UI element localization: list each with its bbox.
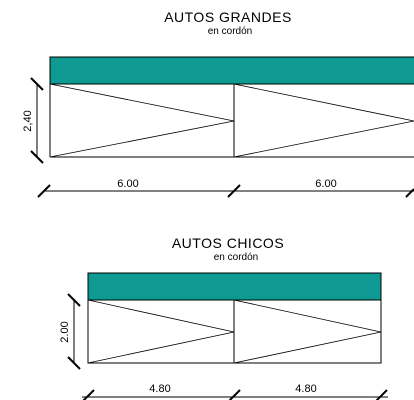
width-dimension-chicos: 4.80 4.80 <box>82 383 388 400</box>
section-title-grandes: AUTOS GRANDES <box>164 9 292 25</box>
stall-triangle-2 <box>233 299 382 364</box>
parking-row-grandes <box>49 83 414 158</box>
depth-dimension-chicos: 2.00 <box>59 293 81 370</box>
section-title-chicos: AUTOS CHICOS <box>172 235 284 251</box>
section-subtitle-grandes: en cordón <box>208 26 252 37</box>
stall-triangle-2 <box>233 83 414 158</box>
parking-row-chicos <box>87 299 382 364</box>
stall-triangle-1 <box>49 83 235 158</box>
depth-dimension-grandes: 2,40 <box>22 77 44 164</box>
curb-band-grandes <box>49 56 414 85</box>
stall-triangle-1 <box>87 299 235 364</box>
curb-band-chicos <box>87 272 382 301</box>
width-label-grandes-1: 6.00 <box>117 178 138 190</box>
depth-label-grandes: 2,40 <box>22 110 34 131</box>
width-label-chicos-1: 4.80 <box>149 383 170 395</box>
section-subtitle-chicos: en cordón <box>214 252 258 263</box>
width-label-chicos-2: 4.80 <box>295 383 316 395</box>
width-label-grandes-2: 6.00 <box>315 178 336 190</box>
width-dimension-grandes: 6.00 6.00 <box>37 178 414 198</box>
depth-label-chicos: 2.00 <box>59 321 71 342</box>
